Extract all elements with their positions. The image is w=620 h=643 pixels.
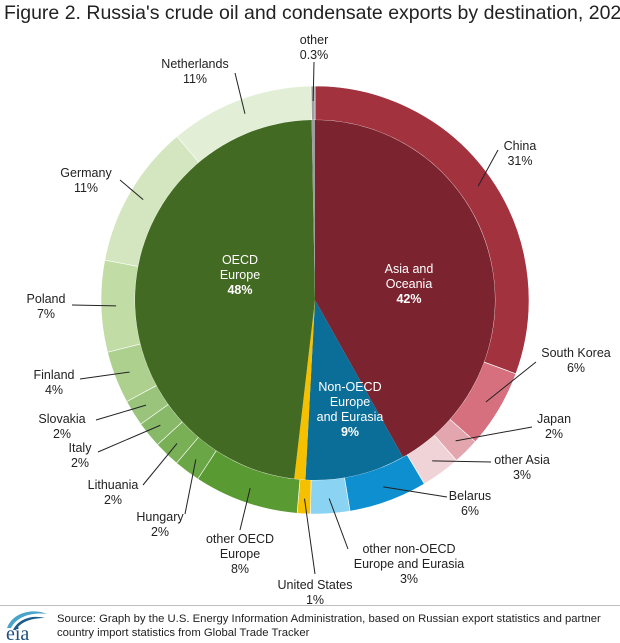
outer-value-hungary: 2% — [151, 525, 169, 539]
outer-label-china: China — [504, 139, 537, 153]
footer-divider — [0, 605, 620, 606]
outer-label-other-oecd-europe: Europe — [220, 547, 260, 561]
eia-logo-text: eia — [6, 623, 29, 642]
leader-line-lithuania — [142, 443, 178, 486]
leader-line-finland — [79, 371, 130, 380]
outer-label-germany: Germany — [60, 166, 112, 180]
outer-value-italy: 2% — [71, 456, 89, 470]
outer-label-other-non-oecd-europe-and-eurasia: other non-OECD — [362, 542, 455, 556]
outer-label-other-asia: other Asia — [494, 453, 550, 467]
outer-value-other: 0.3% — [300, 48, 329, 62]
inner-slice-non-oecd-europe-and-eurasia — [305, 300, 403, 480]
leader-line-other-non-oecd-europe-and-eurasia — [328, 498, 349, 550]
outer-value-belarus: 6% — [461, 504, 479, 518]
leader-line-netherlands — [234, 72, 246, 114]
inner-slice-other — [311, 120, 315, 300]
inner-value-non-oecd-europe-and-eurasia: 9% — [341, 425, 359, 439]
inner-label-non-oecd-europe-and-eurasia: and Eurasia — [317, 410, 384, 424]
inner-label-non-oecd-europe-and-eurasia: Non-OECD — [318, 380, 381, 394]
inner-label-asia-and-oceania: Asia and — [385, 262, 434, 276]
outer-label-italy: Italy — [69, 441, 93, 455]
outer-label-belarus: Belarus — [449, 489, 491, 503]
outer-value-other-non-oecd-europe-and-eurasia: 3% — [400, 572, 418, 586]
leader-line-united-states — [304, 498, 316, 575]
leader-line-other-oecd-europe — [239, 488, 251, 531]
outer-label-other-non-oecd-europe-and-eurasia: Europe and Eurasia — [354, 557, 465, 571]
leader-line-other — [312, 61, 315, 102]
outer-value-south-korea: 6% — [567, 361, 585, 375]
inner-slice-united-states — [294, 300, 315, 480]
outer-value-china: 31% — [507, 154, 532, 168]
inner-value-asia-and-oceania: 42% — [396, 292, 421, 306]
outer-value-finland: 4% — [45, 383, 63, 397]
outer-value-other-asia: 3% — [513, 468, 531, 482]
outer-label-south-korea: South Korea — [541, 346, 611, 360]
inner-label-oecd-europe: Europe — [220, 268, 260, 282]
outer-label-united-states: United States — [277, 578, 352, 592]
outer-label-finland: Finland — [34, 368, 75, 382]
leader-line-hungary — [184, 459, 197, 515]
leader-line-layer — [71, 61, 537, 575]
leader-line-japan — [455, 426, 533, 442]
leader-line-other-asia — [432, 460, 492, 463]
leader-line-belarus — [383, 486, 448, 498]
outer-label-other: other — [300, 33, 329, 47]
inner-label-non-oecd-europe-and-eurasia: Europe — [330, 395, 370, 409]
outer-label-slovakia: Slovakia — [38, 412, 85, 426]
outer-label-japan: Japan — [537, 412, 571, 426]
outer-value-germany: 11% — [74, 181, 98, 195]
leader-line-south-korea — [485, 361, 537, 403]
inner-slice-asia-and-oceania — [315, 120, 495, 458]
inner-label-oecd-europe: OECD — [222, 253, 258, 267]
leader-line-china — [477, 149, 499, 187]
outer-label-other-oecd-europe: other OECD — [206, 532, 274, 546]
outer-value-poland: 7% — [37, 307, 55, 321]
leader-line-italy — [97, 424, 161, 453]
outer-value-netherlands: 11% — [183, 72, 207, 86]
inner-label-asia-and-oceania: Oceania — [386, 277, 433, 291]
outer-value-other-oecd-europe: 8% — [231, 562, 249, 576]
outer-value-lithuania: 2% — [104, 493, 122, 507]
inner-slice-oecd-europe — [134, 120, 315, 479]
outer-label-hungary: Hungary — [136, 510, 184, 524]
leader-line-poland — [71, 304, 117, 307]
outer-label-netherlands: Netherlands — [161, 57, 228, 71]
outer-value-slovakia: 2% — [53, 427, 71, 441]
eia-logo-swoosh-dark — [13, 616, 45, 630]
outer-slice-other-non-oecd-europe-and-eurasia — [310, 477, 351, 515]
chart-title: Figure 2. Russia's crude oil and condens… — [4, 2, 620, 24]
wedge-layer — [100, 85, 530, 515]
eia-logo-swoosh — [7, 611, 47, 628]
eia-logo: eia — [6, 611, 47, 642]
leader-line-germany — [119, 179, 144, 200]
outer-value-united-states: 1% — [306, 593, 324, 605]
outer-label-lithuania: Lithuania — [88, 478, 139, 492]
outer-value-japan: 2% — [545, 427, 563, 441]
source-note: Source: Graph by the U.S. Energy Informa… — [57, 613, 601, 639]
inner-value-oecd-europe: 48% — [227, 283, 252, 297]
leader-line-slovakia — [95, 404, 147, 421]
outer-label-poland: Poland — [27, 292, 66, 306]
